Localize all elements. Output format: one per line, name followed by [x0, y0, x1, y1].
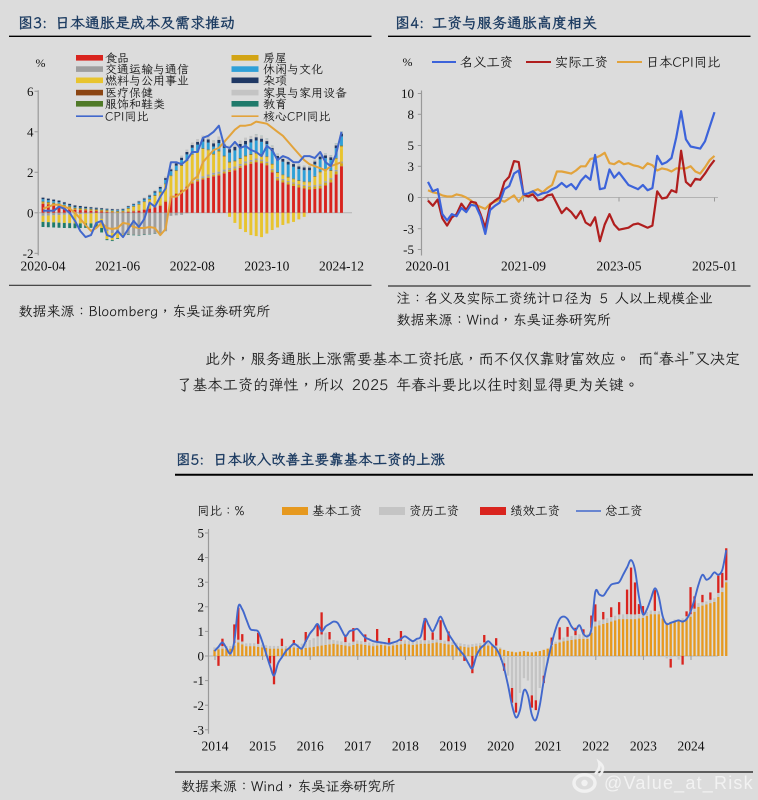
svg-text:2021-09: 2021-09 — [501, 259, 546, 274]
svg-text:3: 3 — [198, 575, 205, 590]
svg-text:2022-08: 2022-08 — [170, 259, 215, 274]
svg-text:2: 2 — [198, 599, 205, 614]
svg-text:2018: 2018 — [392, 739, 419, 754]
svg-text:2017: 2017 — [344, 739, 371, 754]
svg-text:2020-04: 2020-04 — [21, 259, 66, 274]
svg-text:2015: 2015 — [249, 739, 276, 754]
svg-text:5: 5 — [198, 526, 205, 541]
svg-text:-3: -3 — [403, 221, 414, 236]
svg-text:2022: 2022 — [582, 739, 609, 754]
svg-text:-1: -1 — [193, 673, 204, 688]
svg-text:8: 8 — [408, 107, 415, 122]
svg-text:%: % — [403, 55, 413, 69]
svg-text:2: 2 — [27, 165, 34, 180]
svg-text:-5: -5 — [403, 242, 414, 257]
svg-text:2025-01: 2025-01 — [692, 259, 737, 274]
svg-text:2016: 2016 — [297, 739, 324, 754]
svg-text:2019: 2019 — [440, 739, 467, 754]
svg-text:10: 10 — [401, 86, 414, 101]
svg-text:2021-06: 2021-06 — [95, 259, 140, 274]
svg-text:2023: 2023 — [630, 739, 657, 754]
svg-text:5: 5 — [408, 138, 415, 153]
svg-text:@Value_at_Risk: @Value_at_Risk — [604, 773, 754, 794]
svg-text:0: 0 — [27, 205, 34, 220]
svg-text:%: % — [36, 56, 46, 70]
svg-text:2021: 2021 — [535, 739, 562, 754]
svg-text:2023-05: 2023-05 — [597, 259, 642, 274]
svg-text:-2: -2 — [23, 246, 34, 261]
svg-text:2014: 2014 — [202, 739, 229, 754]
svg-text:4: 4 — [27, 124, 34, 139]
svg-text:0: 0 — [408, 190, 415, 205]
svg-text:-2: -2 — [193, 698, 204, 713]
svg-text:4: 4 — [198, 550, 205, 565]
svg-text:1: 1 — [198, 624, 205, 639]
svg-text:0: 0 — [198, 649, 205, 664]
svg-text:3: 3 — [408, 159, 415, 174]
svg-text:2020-01: 2020-01 — [406, 259, 451, 274]
svg-text:2020: 2020 — [487, 739, 514, 754]
svg-text:2024-12: 2024-12 — [319, 259, 364, 274]
svg-text:-3: -3 — [193, 722, 204, 737]
svg-text:2023-10: 2023-10 — [244, 259, 289, 274]
svg-text:2024: 2024 — [678, 739, 705, 754]
svg-text:6: 6 — [27, 84, 34, 99]
